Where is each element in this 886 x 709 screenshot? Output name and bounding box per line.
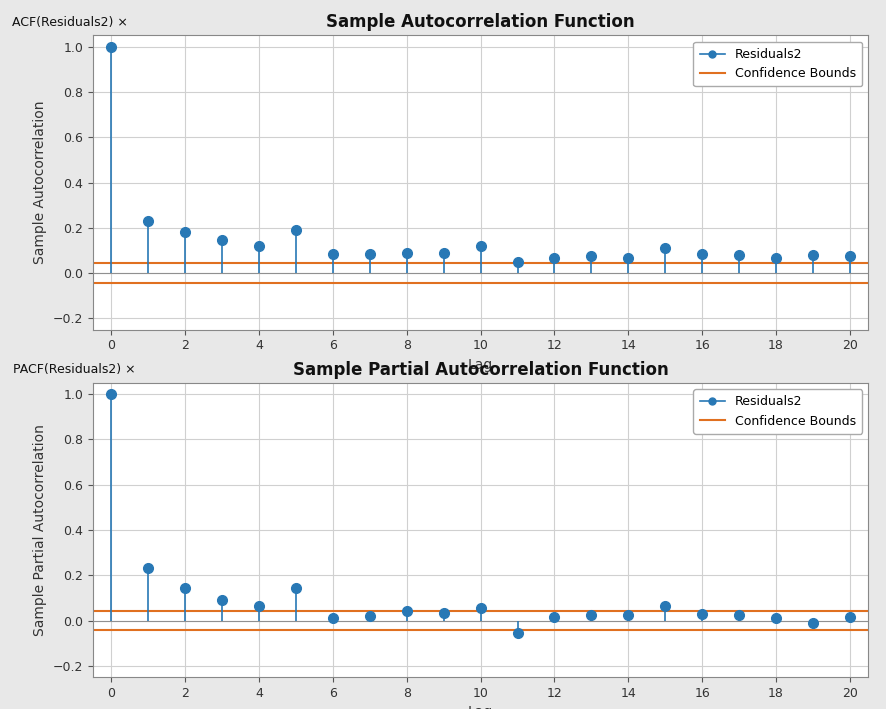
Text: PACF(Residuals2) ×: PACF(Residuals2) × (13, 363, 136, 376)
Title: Sample Autocorrelation Function: Sample Autocorrelation Function (326, 13, 635, 31)
X-axis label: Lag: Lag (468, 705, 494, 709)
X-axis label: Lag: Lag (468, 358, 494, 372)
Legend: Residuals2, Confidence Bounds: Residuals2, Confidence Bounds (694, 389, 862, 434)
Title: Sample Partial Autocorrelation Function: Sample Partial Autocorrelation Function (292, 361, 669, 379)
Legend: Residuals2, Confidence Bounds: Residuals2, Confidence Bounds (694, 42, 862, 86)
Y-axis label: Sample Partial Autocorrelation: Sample Partial Autocorrelation (34, 424, 47, 636)
Y-axis label: Sample Autocorrelation: Sample Autocorrelation (34, 101, 47, 264)
Text: ACF(Residuals2) ×: ACF(Residuals2) × (12, 16, 128, 29)
